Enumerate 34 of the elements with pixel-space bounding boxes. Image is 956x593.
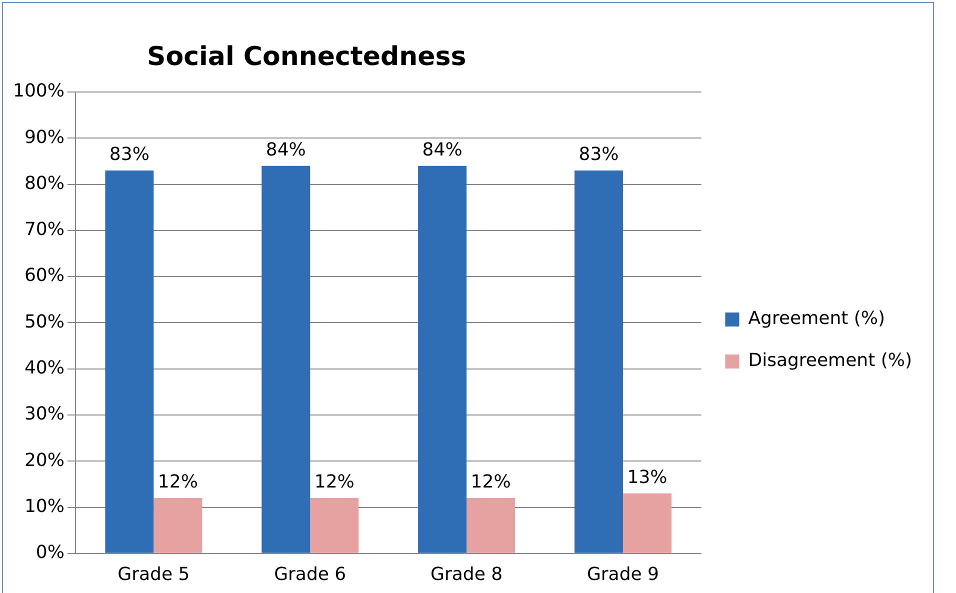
- data-label: 12%: [470, 472, 511, 493]
- y-tick-label: 20%: [24, 450, 64, 471]
- y-tick-label: 80%: [24, 172, 64, 194]
- y-tick-label: 70%: [24, 219, 64, 240]
- legend-label: Disagreement (%): [748, 350, 912, 372]
- y-tick-label: 60%: [24, 265, 64, 286]
- data-label: 84%: [266, 139, 306, 160]
- bar: [466, 498, 516, 553]
- x-tick-label: Grade 5: [118, 564, 190, 585]
- data-label: 83%: [578, 144, 619, 166]
- y-tick-label: 50%: [24, 311, 64, 332]
- x-tick-label: Grade 8: [430, 564, 503, 585]
- bar: [622, 493, 672, 553]
- bar: [262, 166, 310, 553]
- y-tick-label: 30%: [24, 404, 64, 425]
- bar: [418, 166, 467, 553]
- bar: [154, 498, 202, 553]
- legend-label: Agreement (%): [748, 308, 886, 330]
- data-label: 12%: [314, 472, 354, 493]
- data-label: 12%: [158, 472, 198, 493]
- y-tick-label: 40%: [24, 358, 64, 379]
- y-tick-label: 10%: [24, 496, 64, 517]
- y-tick-label: 0%: [36, 542, 64, 564]
- y-tick-label: 100%: [12, 80, 64, 102]
- bar: [310, 498, 359, 553]
- data-label: 13%: [627, 467, 668, 488]
- bar: [574, 170, 623, 553]
- x-tick-label: Grade 9: [586, 564, 660, 585]
- data-label: 83%: [109, 144, 150, 166]
- y-tick-label: 90%: [24, 126, 64, 148]
- chart-title: Social Connectedness: [147, 42, 466, 72]
- x-tick-label: Grade 6: [274, 564, 346, 585]
- bar: [105, 170, 154, 553]
- data-label: 84%: [422, 139, 462, 160]
